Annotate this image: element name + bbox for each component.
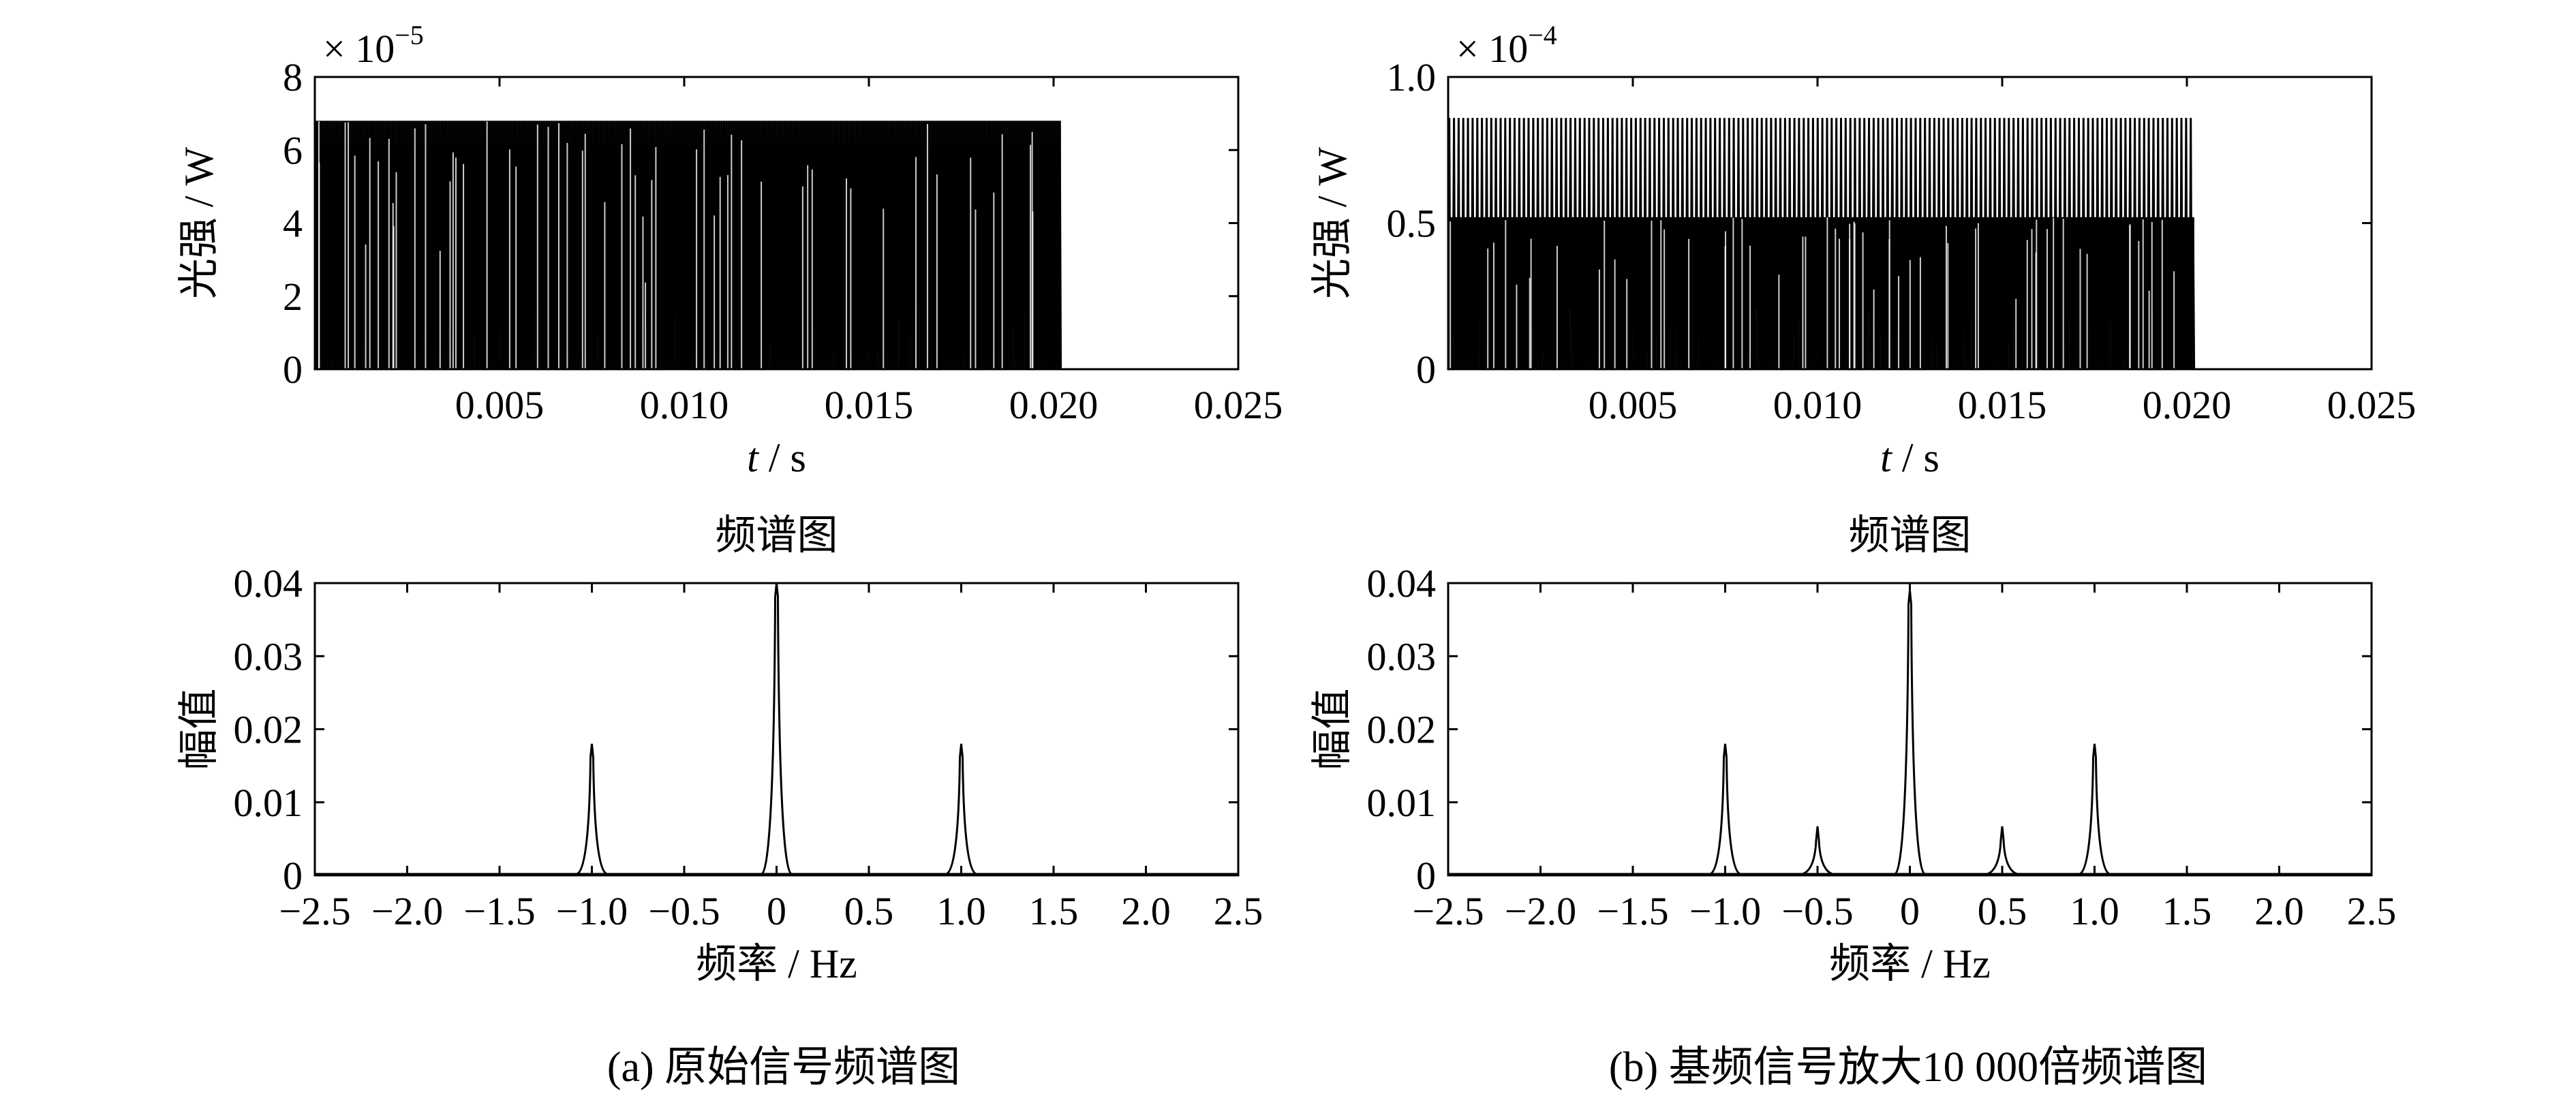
y-tick-label: 0.5	[1387, 202, 1437, 246]
y-tick-label: 0	[283, 347, 303, 392]
x-tick-label: 0.020	[1009, 383, 1099, 427]
caption-a: (a) 原始信号频谱图	[607, 1044, 961, 1091]
x-tick-label: 0.025	[2327, 383, 2417, 427]
x-tick-label: 1.5	[2162, 889, 2212, 933]
x-tick-label: 2.0	[2254, 889, 2304, 933]
x-tick-label: 0.005	[455, 383, 545, 427]
x-tick-label: 0.5	[1978, 889, 2027, 933]
x-tick-label: −1.5	[463, 889, 535, 933]
y-tick-label: 0.02	[1367, 708, 1437, 752]
x-axis-label: 频率 / Hz	[1829, 941, 1991, 986]
y-axis-label: 幅值	[177, 689, 221, 770]
chart-panel-a-top: 0.005 0.010 0.015 0.020 0.025 0 2 4 6 8 t / s 光强 / …	[177, 20, 1283, 480]
y-tick-label: 8	[283, 55, 303, 99]
y-tick-label: 0.01	[1367, 781, 1437, 825]
signal-dense-fill	[1448, 217, 2194, 369]
y-tick-label: 0.04	[1367, 561, 1437, 606]
y-tick-label: 1.0	[1387, 55, 1437, 99]
x-tick-label: 0.020	[2143, 383, 2232, 427]
x-tick-label: 0.015	[1958, 383, 2047, 427]
chart-panel-b-bottom: 频谱图 −2.5 −2.0 −1.5 −1.0 −0.5 0 0.5 1.0 1.5 2.0 2.5 0…	[1310, 513, 2396, 986]
x-tick-label: 0.5	[844, 889, 894, 933]
spectrum-peak	[1987, 826, 2018, 875]
axis-exponent-label: × 10−4	[1456, 20, 1557, 71]
x-tick-label: 2.5	[1214, 889, 1263, 933]
x-axis-label: t / s	[747, 435, 806, 480]
plot-frame	[1447, 582, 2373, 877]
y-tick-label: 0	[283, 854, 303, 898]
y-axis-label: 光强 / W	[1310, 146, 1355, 299]
plot-frame	[313, 582, 1240, 877]
signal-dense-fill	[315, 121, 1061, 369]
x-tick-label: 0.015	[825, 383, 914, 427]
y-tick-label: 0.03	[234, 634, 303, 678]
chart-panel-a-bottom: 频谱图 −2.5 −2.0 −1.5 −1.0 −0.5 0 0.5 1.0 1.5 2.0 2.5 0…	[177, 513, 1263, 986]
x-tick-label: 0.010	[1773, 383, 1862, 427]
signal-trace	[1447, 118, 2196, 370]
y-tick-label: 2	[283, 275, 303, 319]
y-axis-label: 光强 / W	[177, 146, 221, 299]
x-tick-label: −1.5	[1597, 889, 1668, 933]
x-tick-label: 1.5	[1029, 889, 1079, 933]
y-tick-label: 0.01	[234, 781, 303, 825]
x-tick-label: −1.0	[1689, 889, 1761, 933]
x-tick-label: −2.5	[1412, 889, 1484, 933]
x-tick-label: −0.5	[648, 889, 720, 933]
x-tick-label: −2.0	[371, 889, 443, 933]
axis-exponent-label: × 10−5	[323, 20, 424, 71]
x-tick-label: 0.005	[1589, 383, 1678, 427]
x-tick-label: 0.010	[640, 383, 729, 427]
x-tick-label: −2.5	[279, 889, 350, 933]
x-tick-label: 0	[1900, 889, 1920, 933]
x-tick-label: 1.0	[2070, 889, 2119, 933]
x-tick-label: −2.0	[1505, 889, 1576, 933]
x-tick-label: 2.5	[2347, 889, 2397, 933]
y-tick-label: 0	[1416, 347, 1436, 392]
y-axis-label: 幅值	[1310, 689, 1355, 770]
chart-title: 频谱图	[716, 513, 838, 558]
y-tick-label: 0.02	[234, 708, 303, 752]
y-tick-label: 6	[283, 128, 303, 172]
chart-panel-b-top: 0.005 0.010 0.015 0.020 0.025 0 0.5 1.0 t / s 光强 …	[1310, 20, 2416, 480]
x-axis-label: 频率 / Hz	[696, 941, 857, 986]
x-tick-label: 0	[767, 889, 786, 933]
spectrum-peak	[945, 743, 977, 875]
x-tick-label: 2.0	[1121, 889, 1171, 933]
x-tick-label: 0.025	[1194, 383, 1283, 427]
spectrum-peak	[1709, 743, 1741, 875]
caption-b: (b) 基频信号放大10 000倍频谱图	[1608, 1044, 2208, 1091]
y-tick-label: 4	[283, 202, 303, 246]
x-tick-label: −1.0	[556, 889, 628, 933]
y-tick-label: 0.03	[1367, 634, 1437, 678]
x-tick-label: −0.5	[1781, 889, 1853, 933]
spectrum-peak	[576, 743, 608, 875]
x-axis-label: t / s	[1880, 435, 1939, 480]
spectrum-peak	[761, 582, 793, 875]
x-tick-label: 1.0	[936, 889, 986, 933]
spectrum-peak	[2079, 743, 2111, 875]
spectrum-peak	[1802, 826, 1833, 875]
y-tick-label: 0	[1416, 854, 1436, 898]
y-tick-label: 0.04	[234, 561, 303, 606]
spectrum-peak	[1894, 590, 1926, 875]
chart-title: 频谱图	[1849, 513, 1972, 558]
